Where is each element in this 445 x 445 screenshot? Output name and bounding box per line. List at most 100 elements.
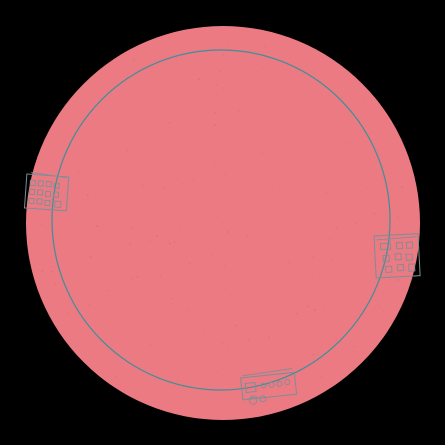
speckle (211, 253, 213, 255)
speckle (272, 186, 274, 188)
speckle (167, 361, 169, 363)
speckle (216, 84, 218, 86)
speckle (331, 259, 334, 261)
speckle (117, 130, 119, 132)
speckle (320, 375, 323, 378)
speckle (237, 377, 239, 379)
speckle (214, 111, 217, 114)
speckle (136, 276, 139, 278)
speckle (132, 58, 135, 61)
speckle (151, 109, 153, 111)
speckle (262, 67, 264, 69)
speckle (66, 311, 68, 314)
speckle (379, 306, 381, 309)
speckle (118, 190, 119, 192)
speckle (242, 339, 244, 341)
speckle (224, 173, 226, 175)
speckle (264, 45, 266, 47)
speckle (362, 101, 364, 103)
speckle (311, 277, 313, 279)
speckle (366, 187, 368, 189)
speckle (168, 240, 170, 241)
pink-disc (26, 26, 420, 420)
speckle (312, 255, 314, 258)
speckle (41, 270, 44, 273)
speckle (114, 376, 117, 378)
speckle (382, 165, 385, 167)
speckle (99, 173, 101, 175)
speckle (159, 274, 162, 277)
speckle (227, 348, 229, 351)
right-building-sketch-icon (373, 233, 421, 279)
speckle (96, 225, 99, 228)
speckle (273, 280, 274, 282)
speckle (131, 147, 133, 149)
speckle (126, 149, 128, 152)
speckle (213, 161, 216, 164)
speckle (217, 371, 219, 373)
speckle (252, 67, 254, 69)
speckle (80, 231, 82, 233)
speckle (361, 176, 363, 178)
speckle (306, 305, 309, 308)
speckle (397, 216, 399, 219)
speckle (131, 226, 133, 229)
speckle (354, 222, 357, 224)
speckle (329, 238, 331, 240)
speckle (227, 231, 230, 233)
speckle (353, 345, 355, 348)
speckle (168, 121, 171, 124)
speckle (307, 70, 309, 71)
speckle (113, 265, 116, 268)
speckle (318, 282, 319, 284)
speckle (372, 226, 373, 227)
speckle (222, 223, 224, 225)
speckle (295, 312, 298, 315)
speckle (326, 192, 328, 194)
speckle (305, 293, 307, 295)
speckle (149, 239, 151, 242)
speckle (95, 224, 98, 227)
speckle (313, 309, 316, 312)
speckle (226, 39, 229, 42)
speckle (207, 250, 209, 252)
speckle (106, 289, 109, 292)
speckle (143, 137, 145, 139)
speckle (215, 94, 217, 96)
speckle (86, 194, 89, 196)
speckle (99, 225, 101, 227)
speckle (51, 270, 53, 272)
speckle (188, 262, 191, 265)
speckle (54, 283, 57, 286)
speckle (234, 324, 237, 327)
speckle (188, 309, 190, 312)
speckle (170, 297, 173, 300)
speckle (191, 73, 193, 75)
speckle (102, 260, 104, 262)
speckle (348, 211, 350, 213)
speckle (187, 152, 189, 154)
speckle (214, 124, 217, 127)
speckle (149, 343, 152, 346)
speckle (268, 336, 270, 338)
speckle (127, 72, 129, 74)
speckle (300, 163, 302, 165)
speckle (401, 185, 404, 188)
speckle (267, 279, 269, 281)
speckle (182, 165, 184, 167)
bottom-vehicle-sketch-icon (240, 368, 298, 405)
speckle (221, 342, 224, 345)
disc-texture (41, 39, 404, 389)
speckle (169, 242, 171, 245)
speckle (182, 183, 184, 185)
speckle (382, 310, 384, 312)
speckle (324, 305, 326, 307)
speckle (205, 116, 207, 118)
speckle (337, 145, 339, 147)
speckle (129, 242, 131, 245)
inner-ring (51, 49, 391, 391)
speckle (51, 266, 53, 267)
speckle (297, 267, 299, 269)
speckle (307, 150, 309, 152)
